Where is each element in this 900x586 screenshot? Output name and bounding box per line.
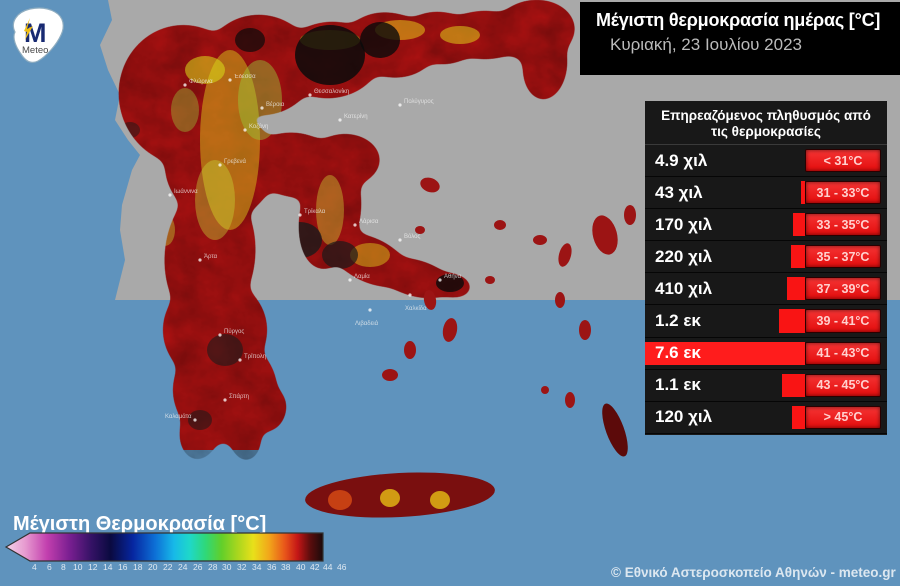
- svg-text:Καλαμάτα: Καλαμάτα: [165, 413, 192, 420]
- svg-text:46: 46: [337, 562, 347, 572]
- svg-text:30: 30: [222, 562, 232, 572]
- svg-text:32: 32: [237, 562, 247, 572]
- svg-text:Γρεβενά: Γρεβενά: [224, 158, 247, 165]
- svg-text:Κατερίνη: Κατερίνη: [344, 114, 368, 120]
- svg-text:14: 14: [103, 562, 113, 572]
- svg-text:24: 24: [178, 562, 188, 572]
- svg-text:26: 26: [193, 562, 203, 572]
- svg-text:Λιβαδειά: Λιβαδειά: [355, 320, 379, 327]
- svg-text:Χαλκίδα: Χαλκίδα: [405, 306, 427, 312]
- svg-text:34: 34: [252, 562, 262, 572]
- svg-text:Ιωάννινα: Ιωάννινα: [174, 188, 198, 195]
- svg-text:Μέγιστη Θερμοκρασία [°C]: Μέγιστη Θερμοκρασία [°C]: [13, 513, 266, 535]
- svg-text:Τρίπολη: Τρίπολη: [244, 354, 266, 360]
- svg-text:40: 40: [296, 562, 306, 572]
- svg-text:10: 10: [73, 562, 83, 572]
- svg-text:42: 42: [310, 562, 320, 572]
- svg-text:18: 18: [133, 562, 143, 572]
- svg-text:Κοζάνη: Κοζάνη: [249, 123, 268, 130]
- svg-text:Τρίκαλα: Τρίκαλα: [304, 209, 326, 215]
- svg-text:Λαμία: Λαμία: [354, 274, 370, 280]
- svg-text:Πολύγυρος: Πολύγυρος: [404, 99, 434, 105]
- svg-text:Αθήνα: Αθήνα: [444, 273, 462, 280]
- svg-text:38: 38: [281, 562, 291, 572]
- svg-text:Θεσσαλονίκη: Θεσσαλονίκη: [314, 89, 349, 95]
- svg-text:28: 28: [208, 562, 218, 572]
- svg-text:22: 22: [163, 562, 173, 572]
- svg-text:Λάρισα: Λάρισα: [359, 218, 379, 225]
- svg-text:Άρτα: Άρτα: [204, 254, 218, 260]
- svg-text:Φλώρινα: Φλώρινα: [189, 79, 213, 85]
- svg-text:© Εθνικό Αστεροσκοπείο Αθηνών: © Εθνικό Αστεροσκοπείο Αθηνών - meteo.gr: [611, 565, 896, 580]
- svg-text:Πύργος: Πύργος: [224, 329, 244, 335]
- svg-text:Σπάρτη: Σπάρτη: [229, 393, 249, 400]
- svg-text:Έδεσσα: Έδεσσα: [233, 74, 256, 80]
- svg-text:36: 36: [267, 562, 277, 572]
- svg-text:4: 4: [32, 562, 37, 572]
- svg-text:44: 44: [323, 562, 333, 572]
- svg-text:Βέροια: Βέροια: [266, 101, 285, 108]
- svg-text:Βόλος: Βόλος: [404, 233, 420, 240]
- svg-text:12: 12: [88, 562, 98, 572]
- svg-text:16: 16: [118, 562, 128, 572]
- svg-text:20: 20: [148, 562, 158, 572]
- svg-text:8: 8: [61, 562, 66, 572]
- svg-text:6: 6: [47, 562, 52, 572]
- svg-text:Meteo: Meteo: [22, 45, 48, 56]
